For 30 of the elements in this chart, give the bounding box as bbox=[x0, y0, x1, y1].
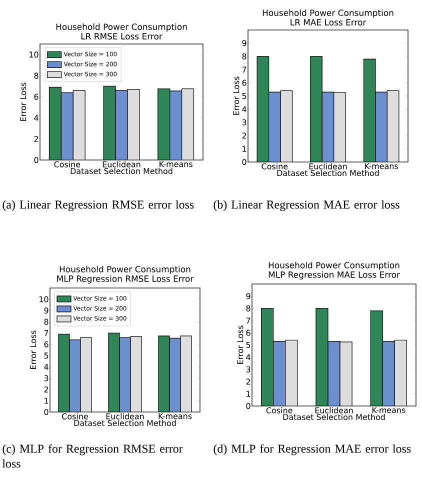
bar bbox=[285, 340, 298, 406]
bar bbox=[316, 308, 328, 406]
bar bbox=[310, 56, 322, 162]
bar bbox=[394, 340, 408, 406]
text: (b) Linear Regression MAE error loss bbox=[214, 200, 400, 212]
text: (a) Linear Regression RMSE error loss bbox=[2, 200, 194, 212]
chart-subtitle: MLP Regression RMSE Loss Error bbox=[57, 275, 194, 284]
bar bbox=[363, 58, 376, 162]
bar bbox=[334, 92, 346, 162]
bar bbox=[328, 341, 340, 406]
bar bbox=[260, 308, 274, 406]
bar bbox=[370, 310, 383, 406]
text: (c) MLP for Regression RMSE error loss bbox=[2, 444, 183, 468]
bar bbox=[340, 342, 352, 406]
chart-title: Household Power Consumption bbox=[268, 262, 400, 270]
bar bbox=[322, 92, 334, 162]
bar bbox=[280, 90, 293, 162]
bar bbox=[382, 341, 395, 406]
chart-title: Household Power Consumption bbox=[60, 266, 190, 274]
text: (d) MLP for Regression MAE error loss bbox=[214, 444, 411, 456]
chart-subtitle: LR MAE Loss Error bbox=[290, 19, 366, 26]
chart-title: Household Power Consumption bbox=[262, 9, 394, 18]
bar bbox=[273, 341, 286, 406]
chart-subtitle: MLP Regression MAE Loss Error bbox=[268, 271, 400, 280]
bar bbox=[256, 56, 270, 162]
chart-title: Household Power Consumption bbox=[56, 23, 187, 32]
bar bbox=[386, 90, 400, 162]
bar bbox=[375, 92, 388, 162]
chart-subtitle: LR RMSE Loss Error bbox=[81, 33, 162, 40]
bar bbox=[268, 92, 281, 162]
